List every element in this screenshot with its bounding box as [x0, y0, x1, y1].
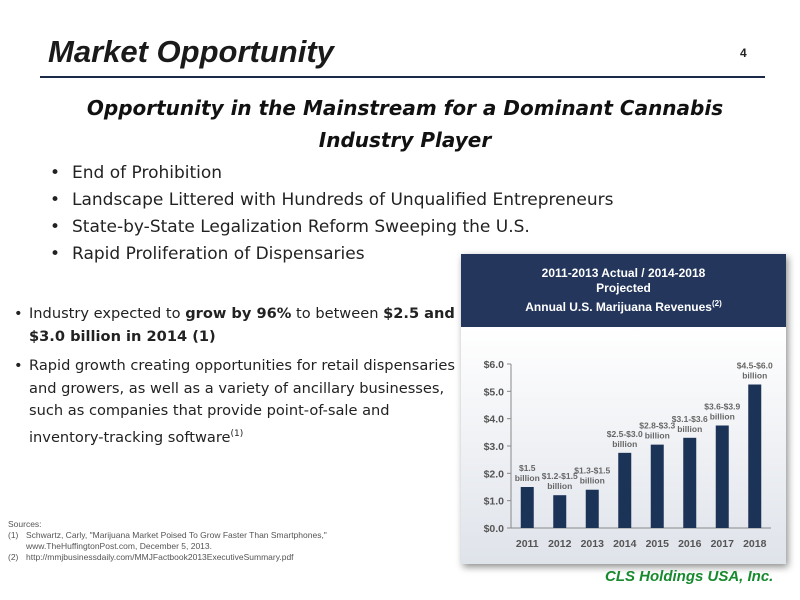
bar-2013: [585, 489, 599, 528]
detail-text: to between: [291, 305, 384, 322]
x-tick-label: 2013: [581, 538, 605, 550]
revenue-bar-chart: $0.0$1.0$2.0$3.0$4.0$5.0$6.0$1.5billion2…: [484, 359, 773, 550]
bar-2012: [553, 495, 567, 528]
sources-heading: Sources:: [8, 519, 42, 529]
y-tick-label: $6.0: [484, 359, 505, 371]
bar-2011: [520, 487, 534, 528]
bar-2017: [715, 425, 729, 528]
x-tick-label: 2011: [516, 538, 539, 550]
data-label-unit: billion: [677, 424, 702, 434]
data-label-unit: billion: [742, 371, 767, 381]
data-label-unit: billion: [515, 473, 540, 483]
x-tick-label: 2015: [646, 538, 670, 550]
chart-plot-area: $0.0 $1.0 $2.0 $3.0 $4.0 $5.0 $6.0 $1.5 billion 2…: [461, 327, 786, 564]
data-label: $2.8-$3.3: [639, 421, 675, 431]
detail-list: Industry expected to grow by 96% to betw…: [14, 303, 464, 456]
subtitle-line-1: Opportunity in the Mainstream for a Domi…: [86, 96, 724, 120]
source-text: www.TheHuffingtonPost.com, December 5, 2…: [26, 541, 212, 551]
source-text: http://mmjbusinessdaily.com/MMJFactbook2…: [26, 552, 294, 562]
data-label-unit: billion: [580, 476, 605, 486]
x-tick-label: 2014: [613, 538, 637, 550]
slide-subtitle: Opportunity in the Mainstream for a Domi…: [60, 92, 750, 156]
sources-footnote: Sources: (1) Schwartz, Carly, "Marijuana…: [8, 519, 327, 563]
chart-title-line-1: 2011-2013 Actual / 2014-2018: [541, 266, 706, 280]
x-tick-label: 2018: [743, 538, 767, 550]
source-item-continued: www.TheHuffingtonPost.com, December 5, 2…: [8, 541, 327, 552]
page-number: 4: [740, 46, 747, 60]
company-name: CLS Holdings USA, Inc.: [605, 568, 774, 585]
data-label-unit: billion: [547, 481, 572, 491]
y-tick-label: $3.0: [484, 441, 505, 453]
x-tick-label: 2017: [711, 538, 735, 550]
x-tick-label: 2016: [678, 538, 702, 550]
chart-title-line-2: Projected: [596, 281, 651, 295]
data-label-unit: billion: [645, 431, 670, 441]
source-item: (2) http://mmjbusinessdaily.com/MMJFactb…: [8, 552, 327, 563]
data-label: $1.5: [519, 463, 536, 473]
bullet-item: State-by-State Legalization Reform Sweep…: [50, 214, 613, 241]
data-label: $4.5-$6.0: [737, 361, 773, 371]
data-label-unit: billion: [612, 439, 637, 449]
source-number: (2): [8, 552, 19, 562]
detail-item-opportunities: Rapid growth creating opportunities for …: [14, 355, 464, 449]
source-item: (1) Schwartz, Carly, "Marijuana Market P…: [8, 530, 327, 541]
title-divider: [40, 76, 765, 78]
chart-title-text: Annual U.S. Marijuana Revenues: [525, 300, 712, 314]
chart-title: 2011-2013 Actual / 2014-2018 Projected A…: [461, 254, 786, 327]
detail-text: Industry expected to: [29, 305, 186, 322]
y-tick-label: $5.0: [484, 386, 505, 398]
detail-text: Rapid growth creating opportunities for …: [29, 357, 455, 446]
bar-2015: [650, 444, 664, 528]
chart-title-footnote: (2): [711, 299, 722, 308]
data-label: $1.3-$1.5: [574, 466, 610, 476]
data-label: $3.1-$3.6: [672, 414, 708, 424]
slide-title: Market Opportunity: [48, 34, 334, 69]
x-tick-label: 2012: [548, 538, 572, 550]
bar-2016: [683, 437, 697, 528]
key-points-list: End of Prohibition Landscape Littered wi…: [50, 160, 613, 268]
revenue-chart-panel: 2011-2013 Actual / 2014-2018 Projected A…: [461, 254, 786, 564]
data-label-unit: billion: [710, 412, 735, 422]
data-label: $3.6-$3.9: [704, 402, 740, 412]
bar-2018: [748, 384, 762, 528]
detail-emphasis: grow by 96%: [185, 305, 292, 322]
footnote-ref: (1): [230, 428, 244, 439]
bar-2014: [618, 452, 632, 528]
chart-title-line-3: Annual U.S. Marijuana Revenues(2): [461, 296, 786, 315]
detail-emphasis: $2.5 and $3.0 billion in 2014 (1): [29, 305, 455, 345]
y-tick-label: $0.0: [484, 523, 505, 535]
subtitle-line-2: Industry Player: [318, 128, 492, 152]
detail-item-growth: Industry expected to grow by 96% to betw…: [14, 303, 464, 348]
source-text: Schwartz, Carly, "Marijuana Market Poise…: [26, 530, 327, 540]
data-label: $1.2-$1.5: [542, 471, 578, 481]
bullet-item: Rapid Proliferation of Dispensaries: [50, 241, 613, 268]
bullet-item: Landscape Littered with Hundreds of Unqu…: [50, 187, 613, 214]
source-number: (1): [8, 530, 19, 540]
bullet-item: End of Prohibition: [50, 160, 613, 187]
y-tick-label: $2.0: [484, 468, 505, 480]
y-tick-label: $4.0: [484, 414, 505, 426]
data-label: $2.5-$3.0: [607, 429, 643, 439]
y-tick-label: $1.0: [484, 496, 505, 508]
